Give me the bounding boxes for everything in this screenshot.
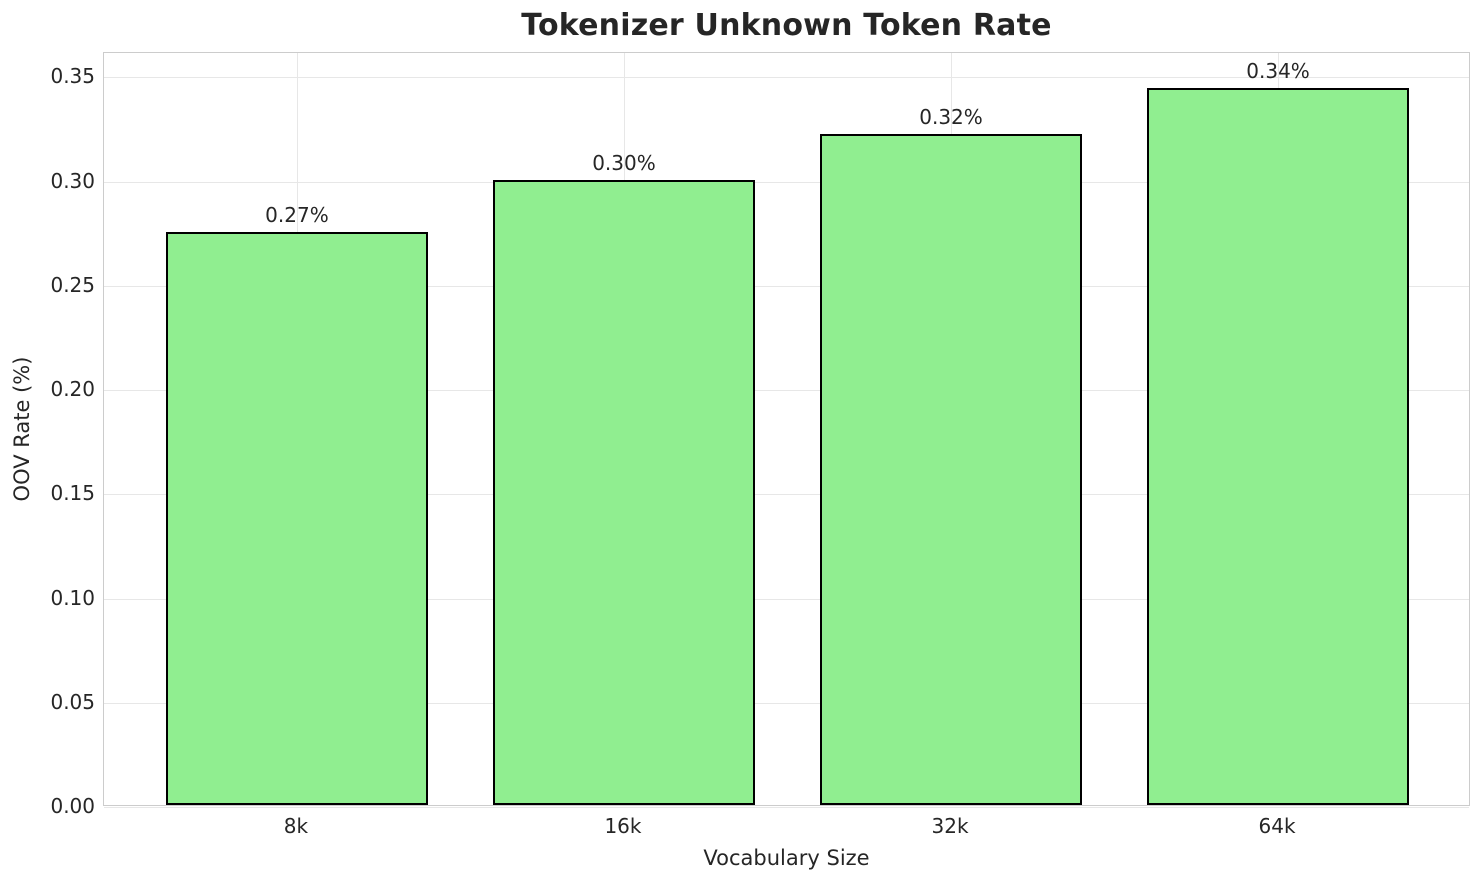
y-tick-label: 0.00 [50, 794, 95, 818]
h-gridline [104, 702, 1469, 704]
bar-value-label: 0.30% [592, 150, 656, 175]
plot-area: 0.27% 0.30% 0.32% 0.34% [103, 52, 1470, 808]
bar-32k [820, 133, 1082, 805]
bar-value-label: 0.34% [1246, 58, 1310, 83]
x-tick-label: 32k [931, 814, 969, 838]
y-tick-label: 0.30 [50, 168, 95, 193]
y-tick-label: 0.15 [50, 481, 95, 506]
x-tick-label: 64k [1258, 814, 1296, 838]
y-tick-label: 0.05 [50, 689, 95, 714]
h-gridline [104, 807, 1469, 808]
bar-64k [1147, 87, 1409, 805]
x-axis-title: Vocabulary Size [703, 846, 870, 870]
y-tick-label: 0.35 [50, 64, 95, 89]
h-gridline [104, 285, 1469, 287]
bar-8k [166, 231, 428, 805]
y-axis-title: OOV Rate (%) [10, 356, 34, 502]
bar-value-label: 0.32% [919, 104, 983, 129]
h-gridline [104, 181, 1469, 183]
y-tick-label: 0.10 [50, 585, 95, 610]
y-tick-label: 0.20 [50, 377, 95, 402]
chart-title: Tokenizer Unknown Token Rate [521, 8, 1052, 43]
y-tick-label: 0.25 [50, 272, 95, 297]
x-tick-label: 16k [604, 814, 642, 838]
h-gridline [104, 390, 1469, 392]
h-gridline [104, 77, 1469, 79]
bar-16k [493, 179, 755, 805]
h-gridline [104, 598, 1469, 600]
x-tick-label: 8k [283, 814, 309, 838]
bar-value-label: 0.27% [265, 202, 329, 227]
h-gridline [104, 494, 1469, 496]
